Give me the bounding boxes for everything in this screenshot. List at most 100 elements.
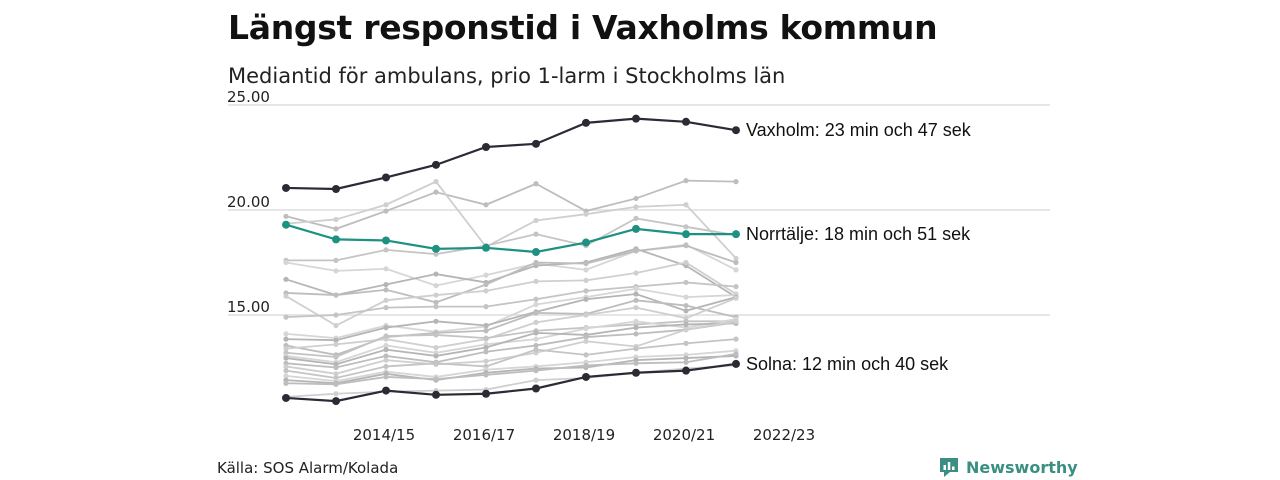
data-point	[683, 327, 689, 333]
data-point	[683, 243, 689, 249]
series-label: Solna: 12 min och 40 sek	[746, 354, 949, 374]
background-series-line	[283, 259, 739, 329]
data-point	[533, 368, 539, 374]
x-tick-label: 2016/17	[453, 426, 515, 444]
data-point	[583, 338, 589, 344]
series-path	[285, 223, 736, 254]
data-point	[682, 230, 690, 239]
series-path	[285, 362, 737, 403]
background-series-line	[283, 348, 739, 384]
data-point	[333, 268, 339, 274]
data-point	[333, 292, 339, 298]
data-point	[482, 389, 490, 398]
data-point	[733, 259, 739, 266]
series-path	[285, 287, 737, 340]
series-path	[285, 261, 737, 327]
data-point	[583, 260, 589, 267]
data-point	[383, 342, 389, 349]
data-point	[733, 318, 739, 324]
data-point	[732, 359, 740, 368]
data-point	[332, 235, 340, 244]
data-point	[333, 257, 339, 263]
series-path	[285, 322, 737, 366]
data-point	[533, 217, 539, 224]
data-point	[533, 377, 539, 383]
data-point	[333, 216, 339, 223]
data-point	[733, 295, 739, 301]
data-point	[583, 267, 589, 273]
data-point	[283, 346, 289, 352]
data-point	[633, 325, 639, 331]
data-point	[383, 202, 389, 208]
series-path	[285, 355, 737, 385]
data-point	[533, 296, 539, 302]
data-point	[433, 318, 439, 324]
series-path	[285, 320, 736, 358]
data-point	[683, 321, 689, 328]
data-point	[483, 304, 489, 310]
background-series-line	[283, 179, 739, 261]
series-path	[286, 217, 737, 262]
y-tick-label: 25.00	[227, 88, 270, 106]
data-point	[283, 259, 289, 266]
data-point	[283, 373, 289, 379]
newsworthy-logo-icon	[940, 458, 958, 477]
data-point	[583, 288, 589, 294]
series-path	[285, 352, 737, 386]
y-axis: 15.00 20.00 25.00	[227, 88, 270, 316]
data-point	[482, 143, 490, 151]
data-point	[383, 297, 389, 303]
data-point	[483, 372, 489, 378]
series-path	[285, 349, 737, 383]
data-point	[582, 238, 590, 247]
highlight-series-0: Vaxholm: 23 min och 47 sek	[282, 114, 972, 193]
data-point	[633, 286, 639, 292]
series-label: Norrtälje: 18 min och 51 sek	[746, 224, 971, 244]
data-point	[383, 325, 389, 331]
data-point	[382, 173, 390, 182]
data-point	[283, 276, 289, 282]
data-point	[533, 231, 539, 237]
data-point	[333, 312, 339, 318]
data-point	[633, 270, 639, 276]
data-point	[282, 220, 290, 229]
data-point	[633, 360, 639, 366]
data-point	[733, 284, 739, 290]
data-point	[283, 363, 289, 370]
background-series-line	[283, 318, 739, 377]
series-label: Vaxholm: 23 min och 47 sek	[746, 120, 972, 140]
data-point	[283, 368, 289, 374]
data-point	[632, 224, 640, 233]
data-point	[633, 215, 639, 221]
data-point	[382, 386, 390, 395]
data-point	[533, 278, 539, 284]
data-point	[733, 179, 739, 185]
data-point	[383, 363, 389, 370]
data-point	[383, 374, 389, 380]
data-point	[732, 126, 740, 135]
series-path	[285, 320, 737, 375]
data-point	[433, 189, 439, 195]
series-path	[285, 180, 737, 259]
source-note: Källa: SOS Alarm/Kolada	[217, 459, 399, 477]
data-point	[632, 368, 640, 377]
y-tick-label: 20.00	[227, 193, 270, 211]
data-point	[533, 336, 539, 342]
data-point	[583, 296, 589, 302]
x-tick-label: 2018/19	[553, 426, 615, 444]
data-point	[632, 114, 640, 123]
chart-subtitle: Mediantid för ambulans, prio 1-larm i St…	[228, 64, 786, 88]
data-point	[432, 244, 440, 253]
data-point	[283, 293, 289, 299]
data-point	[483, 288, 489, 294]
series-path	[285, 281, 737, 318]
data-point	[683, 178, 689, 184]
data-point	[333, 371, 339, 377]
data-point	[633, 248, 639, 254]
data-point	[483, 349, 489, 355]
data-point	[483, 272, 489, 278]
data-point	[282, 183, 290, 192]
data-point	[583, 334, 589, 340]
data-point	[683, 224, 689, 230]
